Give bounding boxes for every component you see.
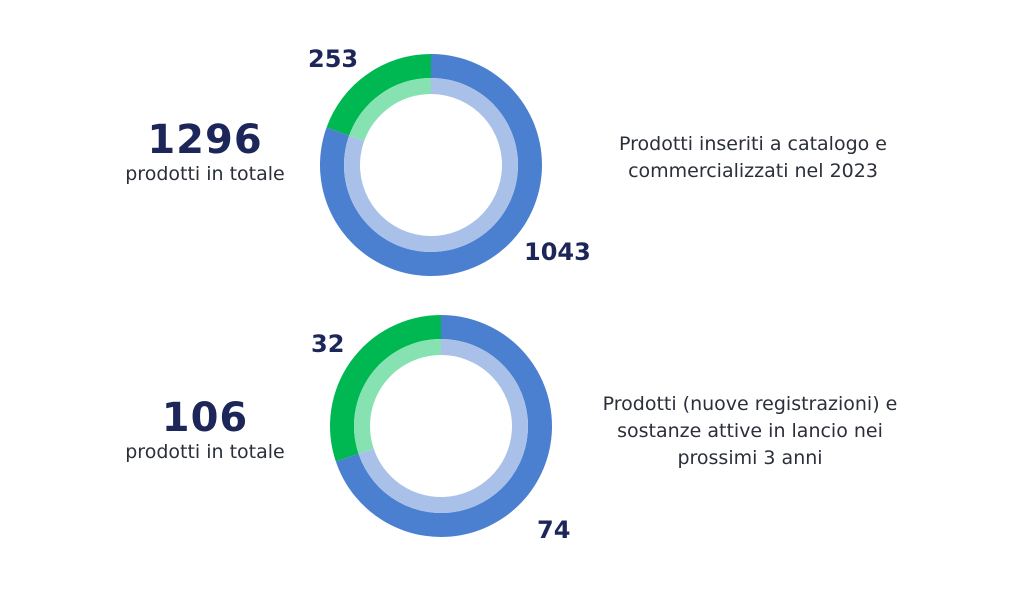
chart-2-slice-blue-label: 74 — [537, 516, 571, 544]
chart-2-total-label: prodotti in totale — [125, 441, 285, 463]
chart-1-slice-green-label: 253 — [308, 45, 359, 73]
chart-1-description: Prodotti inseriti a catalogo e commercia… — [619, 133, 887, 182]
chart-1-total-value: 1296 — [147, 117, 263, 163]
chart-1-slice-green-outer — [326, 54, 431, 136]
chart-2-slice-green-inner — [354, 339, 441, 454]
chart-1-total: 1296 prodotti in totale — [105, 118, 305, 186]
chart-2-slice-green-label: 32 — [311, 330, 345, 358]
chart-1-total-label: prodotti in totale — [125, 163, 285, 185]
chart-2-description: Prodotti (nuove registrazioni) e sostanz… — [602, 393, 898, 469]
chart-2-total: 106 prodotti in totale — [105, 396, 305, 464]
chart-1-slice-green-inner — [349, 78, 431, 142]
chart-1-slice-blue-label: 1043 — [524, 238, 591, 266]
chart-2-slice-green-outer — [330, 315, 441, 462]
chart-2-total-value: 106 — [161, 395, 249, 441]
